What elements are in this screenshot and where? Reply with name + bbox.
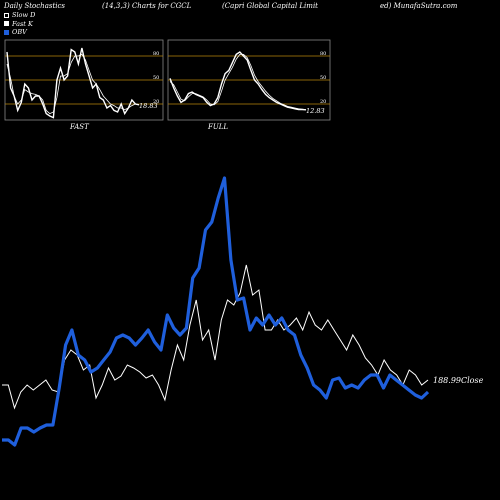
fast-series-k-line	[6, 47, 140, 119]
fast-stochastics-panel: 20 50 80 18.83 FAST	[4, 39, 164, 131]
price-obv-panel: 188.99Close	[2, 176, 484, 447]
close-price-label: 188.99Close	[433, 376, 484, 385]
source-site: ed) MunafaSutra.com	[380, 2, 458, 10]
fast-tick-label: 20	[153, 99, 159, 105]
legend-item-slow-d: Slow D	[4, 11, 35, 20]
legend-label: OBV	[12, 28, 27, 36]
legend-swatch	[4, 21, 9, 27]
legend-label: Fast K	[12, 19, 33, 28]
full-tick-label: 80	[320, 51, 326, 57]
legend-swatch	[4, 12, 9, 18]
obv-series-line	[2, 176, 430, 447]
fast-panel-title: FAST	[69, 123, 90, 131]
full-series-k-line	[169, 51, 307, 111]
fast-series-d-line	[6, 53, 140, 115]
company-name: (Capri Global Capital Limit	[222, 2, 318, 10]
fast-tick-label: 50	[153, 75, 159, 81]
chart-title: Daily Stochastics	[4, 2, 66, 10]
full-tick-label: 20	[320, 99, 326, 105]
fast-tick-label: 80	[153, 51, 159, 57]
legend-item-fast-k: Fast K	[4, 20, 35, 29]
legend-swatch	[4, 29, 9, 35]
full-last-value-label: 12.83	[306, 107, 325, 115]
full-panel-title: FULL	[207, 123, 228, 131]
full-series-d-line	[169, 54, 307, 110]
legend-label: Slow D	[12, 11, 36, 19]
chart-params: (14,3,3) Charts for CGCL	[102, 2, 192, 10]
legend: Slow D Fast K OBV	[4, 11, 35, 37]
fast-last-value-label: 18.83	[139, 102, 158, 110]
full-stochastics-panel: 20 50 80 12.83 FULL	[167, 39, 331, 131]
legend-item-obv: OBV	[4, 28, 35, 37]
price-series-line	[2, 264, 429, 410]
full-tick-label: 50	[320, 75, 326, 81]
